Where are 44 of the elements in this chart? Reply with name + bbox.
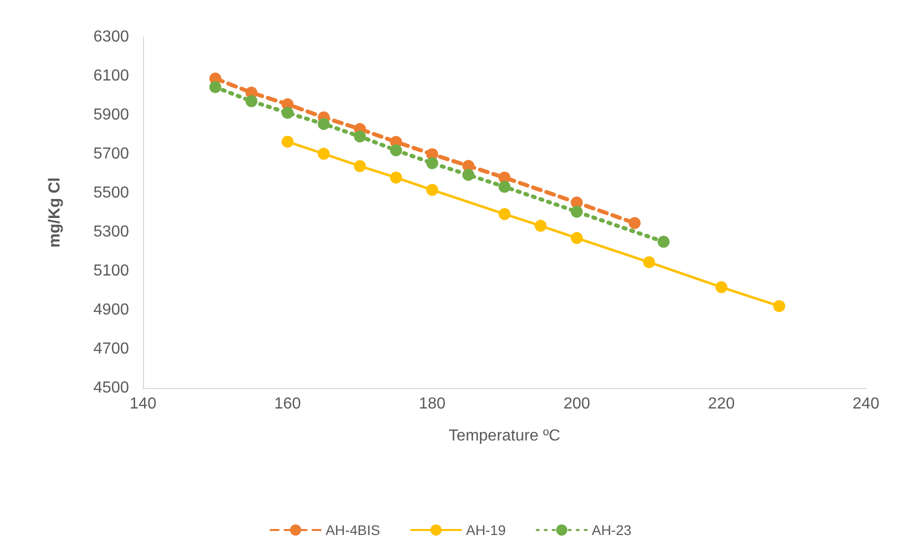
point bbox=[658, 236, 670, 248]
x-tick-label: 220 bbox=[708, 396, 735, 412]
x-tick-label: 240 bbox=[852, 396, 880, 412]
point bbox=[282, 106, 294, 119]
y-tick-label: 4500 bbox=[93, 380, 130, 396]
point bbox=[570, 232, 583, 244]
y-tick-label: 5100 bbox=[93, 262, 130, 280]
point bbox=[715, 281, 728, 294]
x-axis-title: Temperature ºC bbox=[448, 428, 560, 444]
x-tick-label: 160 bbox=[274, 396, 302, 412]
y-tick-label: 5500 bbox=[93, 184, 130, 202]
point bbox=[209, 81, 222, 94]
point bbox=[245, 95, 258, 108]
point bbox=[498, 180, 510, 193]
x-tick-label: 200 bbox=[563, 396, 590, 412]
point bbox=[643, 256, 656, 268]
x-tick-label: 140 bbox=[130, 396, 156, 412]
point bbox=[354, 130, 366, 142]
point bbox=[282, 136, 294, 148]
y-tick-label: 4900 bbox=[93, 302, 130, 318]
point bbox=[318, 148, 330, 160]
point bbox=[462, 168, 474, 181]
y-tick-label: 6100 bbox=[93, 68, 130, 84]
legend-label: AH-19 bbox=[466, 522, 506, 538]
y-tick-label: 4700 bbox=[93, 340, 130, 358]
point bbox=[498, 208, 510, 220]
y-axis-title: mg/Kg Cl bbox=[46, 177, 64, 248]
point bbox=[426, 184, 438, 196]
point bbox=[570, 206, 583, 218]
y-tick-label: 5700 bbox=[93, 146, 130, 162]
y-tick-label: 5300 bbox=[93, 224, 130, 240]
legend-label: AH-4BIS bbox=[326, 522, 380, 538]
legend-label: AH-23 bbox=[592, 522, 632, 538]
point bbox=[426, 157, 438, 170]
point bbox=[354, 160, 366, 172]
point bbox=[773, 300, 786, 312]
point bbox=[318, 118, 330, 130]
point bbox=[534, 220, 547, 232]
point bbox=[390, 172, 402, 184]
point bbox=[390, 144, 402, 156]
y-tick-label: 5900 bbox=[93, 106, 130, 124]
x-tick-label: 180 bbox=[418, 396, 446, 412]
y-tick-label: 6300 bbox=[93, 28, 130, 46]
point bbox=[628, 217, 641, 230]
